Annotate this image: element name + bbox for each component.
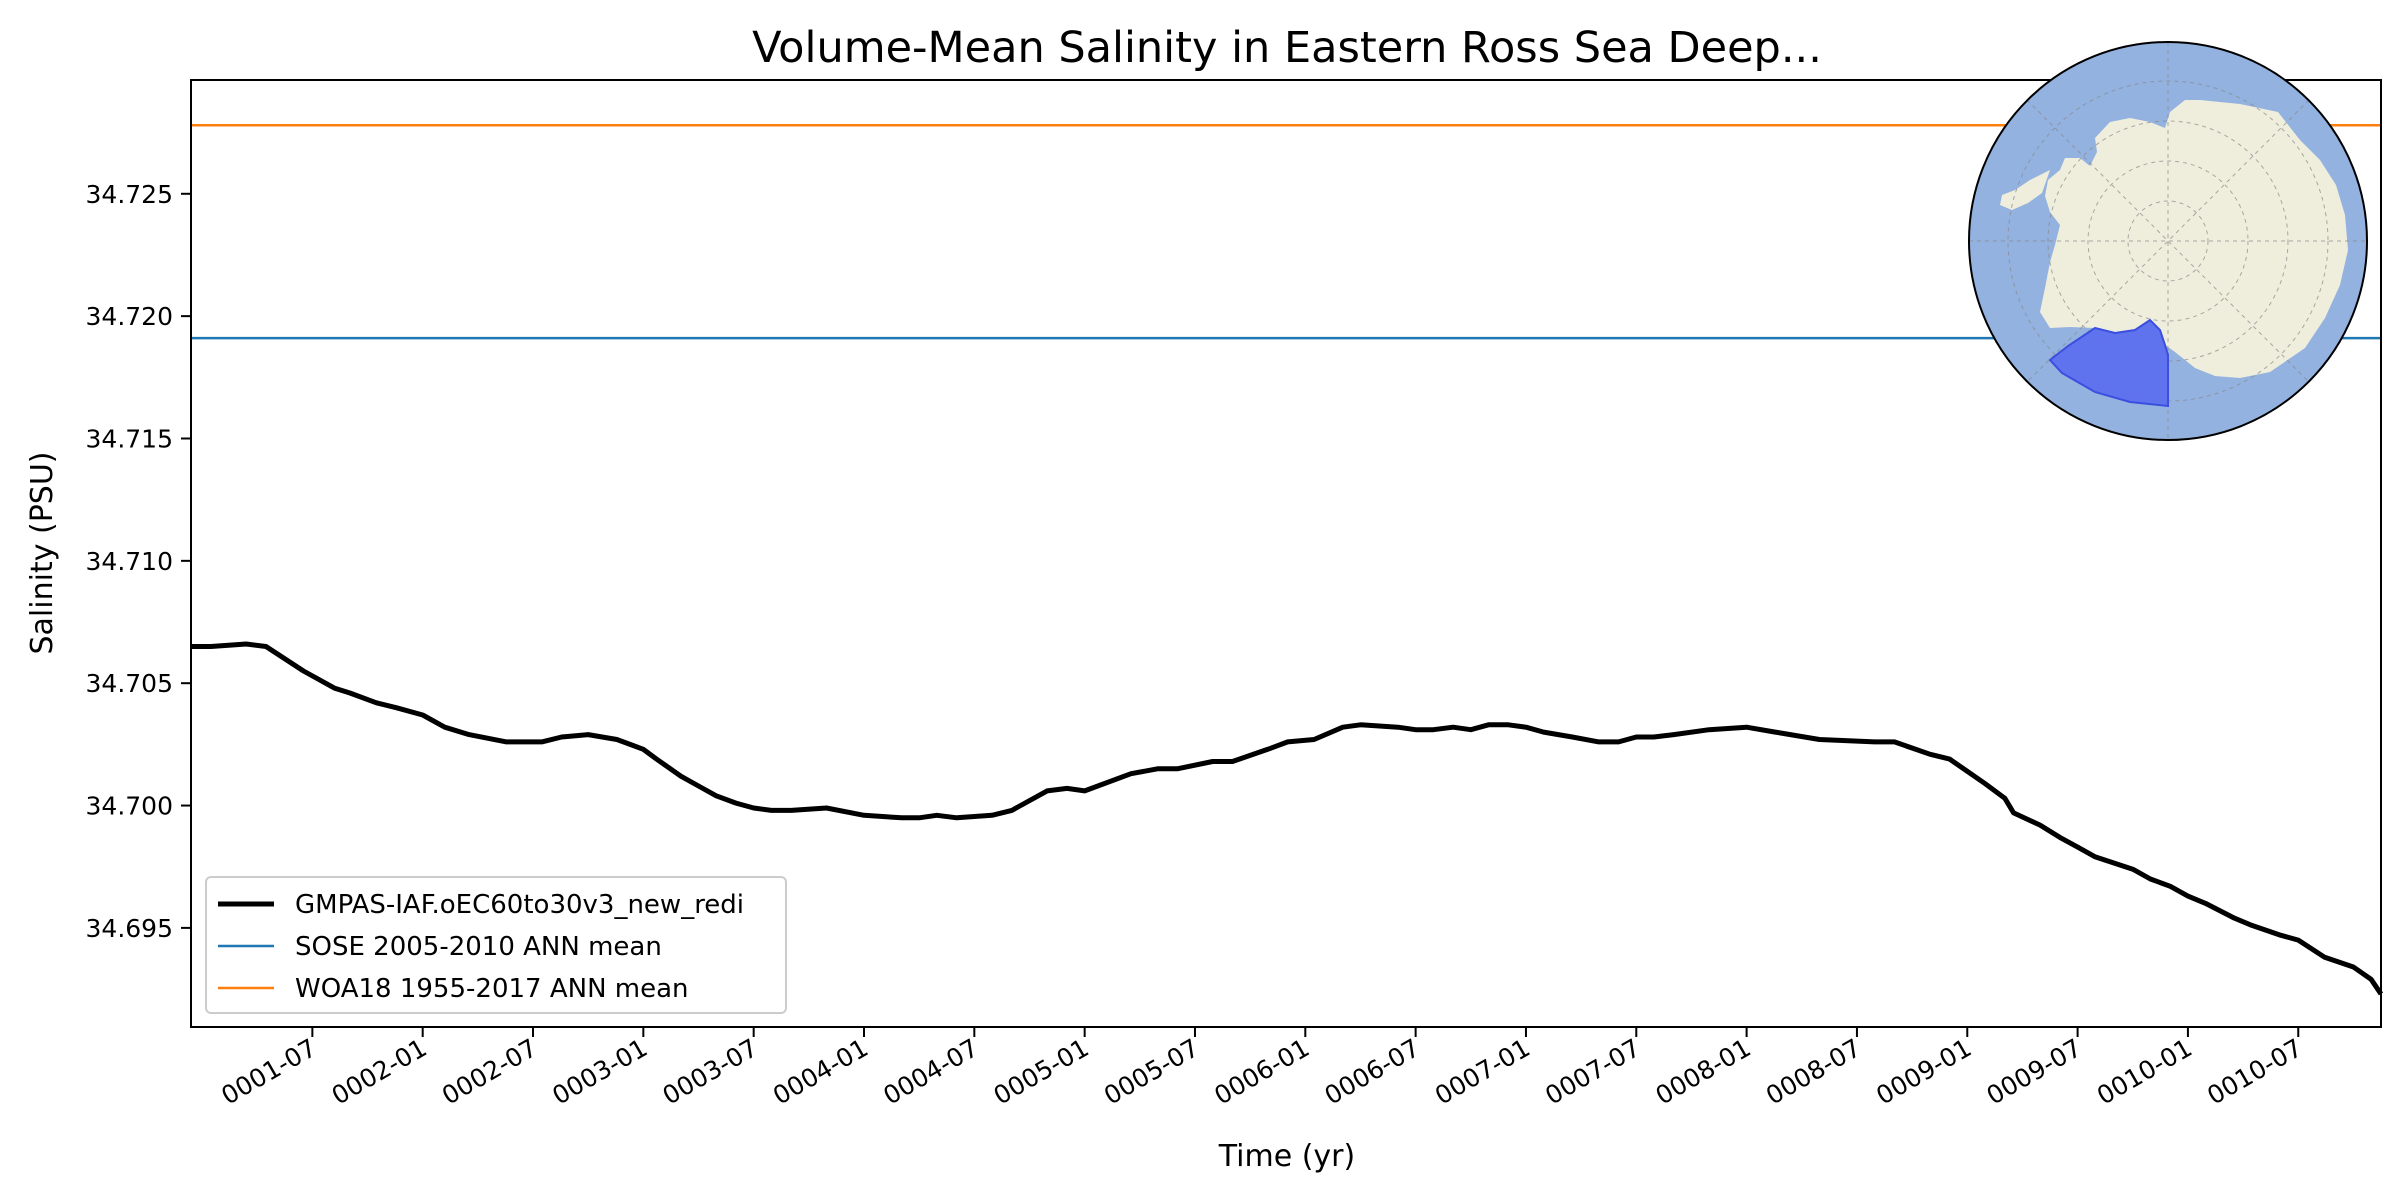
x-tick-label: 0008-01 — [1651, 1033, 1756, 1110]
inset-region-highlight — [2048, 318, 2169, 408]
x-tick-label: 0010-07 — [2202, 1033, 2307, 1110]
inset-peninsula — [2000, 170, 2050, 210]
x-tick-label: 0009-07 — [1982, 1033, 2087, 1110]
x-axis: 0001-07 0002-01 0002-07 0003-01 0003-07 0004-… — [216, 1027, 2307, 1110]
y-tick-label: 34.695 — [86, 914, 173, 943]
x-tick-label: 0005-07 — [1099, 1033, 1204, 1110]
x-tick-label: 0007-07 — [1540, 1033, 1645, 1110]
inset-graticule — [1969, 42, 2367, 440]
x-tick-label: 0002-01 — [327, 1033, 432, 1110]
y-axis-label: Salinity (PSU) — [25, 452, 60, 655]
y-axis: 34.695 34.700 34.705 34.710 34.715 34.720 34.7… — [86, 180, 191, 943]
x-tick-label: 0002-07 — [437, 1033, 542, 1110]
legend-box — [205, 876, 787, 1014]
y-tick-label: 34.700 — [86, 792, 173, 821]
legend-label-model: GMPAS-IAF.oEC60to30v3_new_redi — [295, 890, 744, 920]
y-tick-label: 34.720 — [86, 302, 173, 331]
x-tick-label: 0009-01 — [1871, 1033, 1976, 1110]
legend-label-sose: SOSE 2005-2010 ANN mean — [295, 932, 662, 962]
y-tick-label: 34.710 — [86, 547, 173, 576]
x-tick-label: 0004-07 — [878, 1033, 983, 1110]
x-tick-label: 0008-07 — [1761, 1033, 1866, 1110]
series-line-model — [191, 641, 2384, 996]
y-tick-label: 34.725 — [86, 180, 173, 209]
x-tick-label: 0001-07 — [216, 1033, 321, 1110]
x-tick-label: 0003-07 — [658, 1033, 763, 1110]
x-tick-label: 0004-01 — [768, 1033, 873, 1110]
inset-map — [1968, 41, 2368, 441]
x-tick-label: 0006-01 — [1209, 1033, 1314, 1110]
x-tick-label: 0007-01 — [1430, 1033, 1535, 1110]
chart-title: Volume-Mean Salinity in Eastern Ross Sea… — [752, 23, 1822, 73]
x-tick-label: 0006-07 — [1320, 1033, 1425, 1110]
plot-frame — [190, 79, 2382, 1028]
y-tick-label: 34.715 — [86, 424, 173, 453]
x-tick-label: 0010-01 — [2092, 1033, 2197, 1110]
inset-border — [1968, 41, 2368, 441]
x-axis-label: Time (yr) — [1218, 1139, 1355, 1174]
x-tick-label: 0003-01 — [547, 1033, 652, 1110]
legend-label-woa: WOA18 1955-2017 ANN mean — [295, 974, 689, 1004]
x-tick-label: 0005-01 — [989, 1033, 1094, 1110]
legend: GMPAS-IAF.oEC60to30v3_new_redi SOSE 2005… — [205, 876, 787, 1014]
y-tick-label: 34.705 — [86, 669, 173, 698]
inset-antarctica-land — [2040, 100, 2348, 378]
